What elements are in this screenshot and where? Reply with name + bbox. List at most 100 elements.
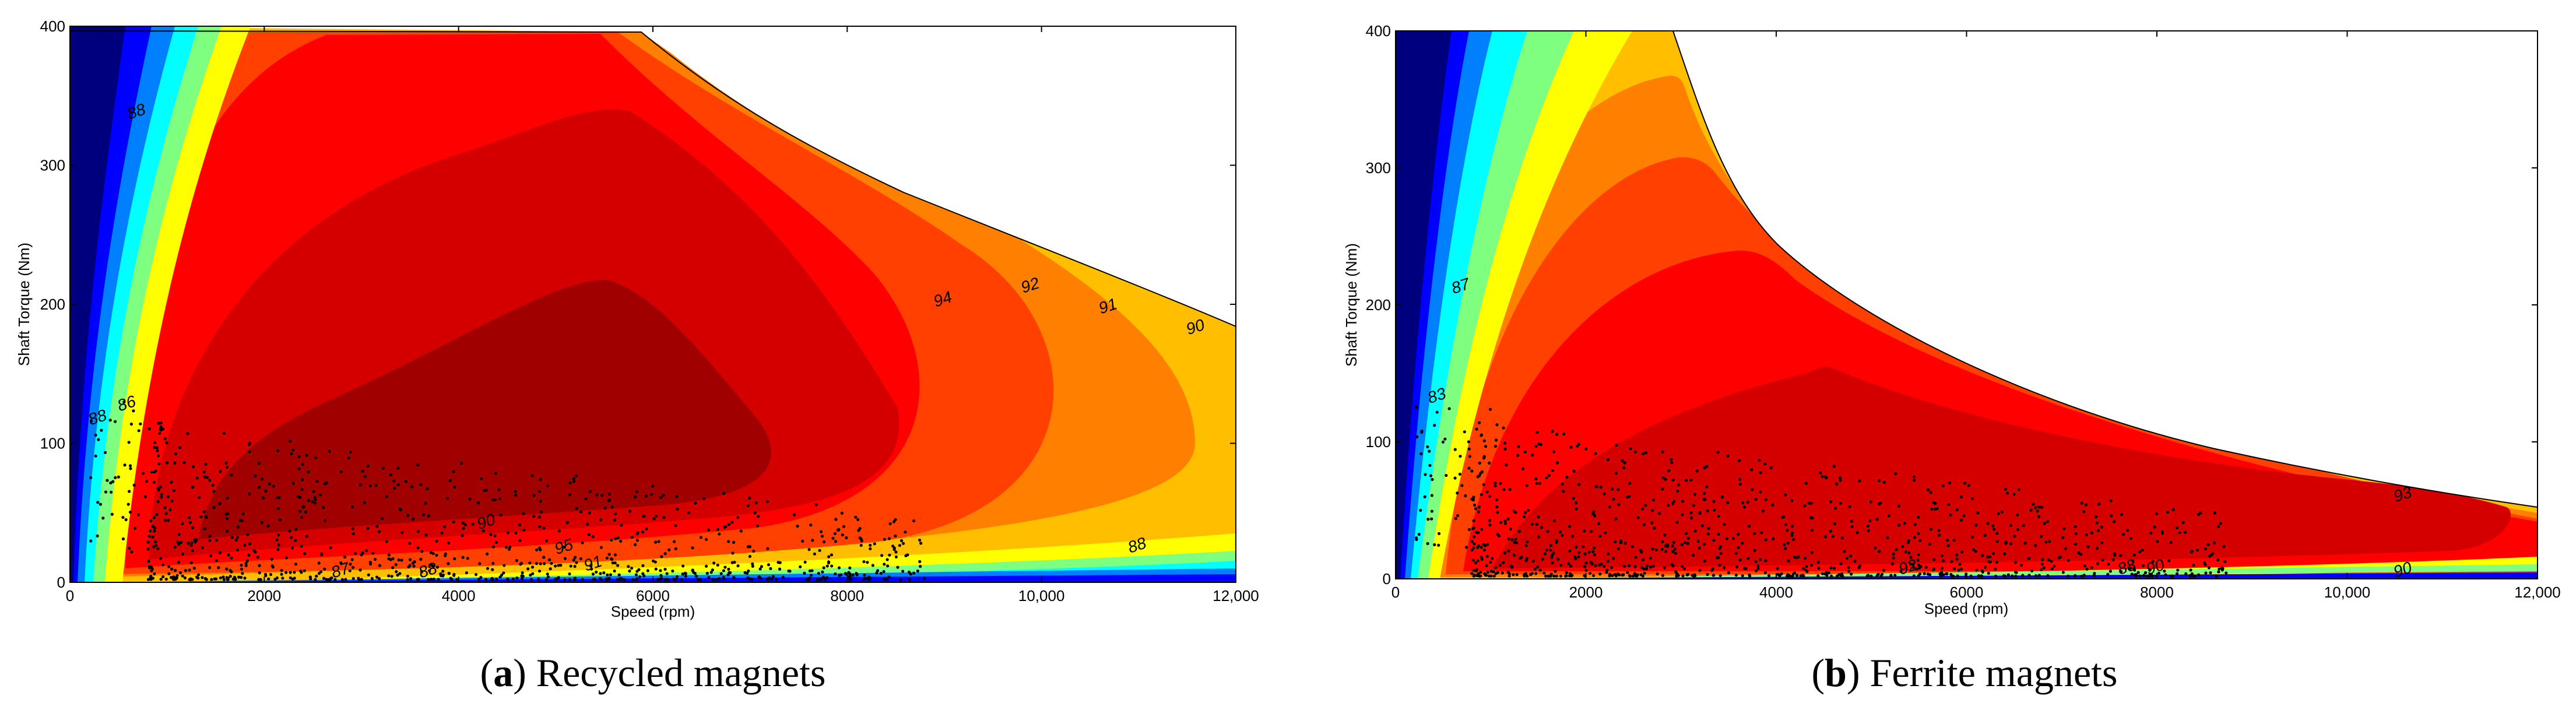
operating-point: [1787, 559, 1790, 563]
operating-point: [1997, 512, 2000, 515]
operating-point: [1850, 519, 1853, 523]
operating-point: [532, 494, 536, 497]
operating-point: [164, 518, 167, 522]
operating-point: [2004, 540, 2008, 544]
operating-point: [1617, 502, 1621, 507]
operating-point: [1685, 479, 1688, 482]
operating-point: [1556, 461, 1559, 465]
caption-text: Ferrite magnets: [1869, 651, 2118, 695]
operating-point: [641, 572, 645, 575]
operating-point: [515, 558, 518, 563]
operating-point: [173, 546, 177, 549]
operating-point: [159, 557, 163, 560]
operating-point: [754, 501, 758, 505]
operating-point: [563, 578, 567, 581]
operating-point: [1463, 430, 1466, 434]
operating-point: [153, 445, 156, 449]
operating-point: [1428, 449, 1431, 453]
operating-point: [856, 518, 860, 521]
operating-point: [572, 558, 575, 562]
operating-point: [813, 552, 817, 556]
torque-envelope-line: [70, 30, 1236, 327]
operating-point: [1986, 555, 1990, 558]
operating-point: [653, 560, 657, 564]
operating-point: [447, 571, 451, 575]
operating-point: [2209, 571, 2212, 575]
operating-point: [1959, 567, 1963, 571]
operating-point: [1614, 517, 1618, 521]
operating-point: [1689, 478, 1693, 481]
operating-point: [97, 438, 100, 441]
operating-point: [2183, 530, 2187, 534]
operating-point: [1521, 467, 1525, 470]
operating-point: [1994, 567, 1997, 571]
operating-point: [854, 515, 858, 519]
operating-point: [1621, 459, 1624, 463]
operating-point: [280, 572, 283, 576]
operating-point: [635, 532, 639, 536]
operating-point: [1790, 534, 1794, 537]
operating-point: [2017, 488, 2020, 491]
operating-point: [1555, 574, 1558, 578]
operating-point: [1634, 556, 1637, 559]
operating-point: [691, 546, 694, 550]
operating-point: [247, 553, 251, 557]
operating-point: [178, 571, 182, 575]
operating-point: [430, 563, 433, 567]
operating-point: [2074, 574, 2077, 578]
operating-point: [270, 557, 273, 561]
operating-point: [156, 547, 160, 550]
operating-point: [584, 497, 588, 501]
operating-point: [827, 560, 831, 564]
operating-point: [2166, 510, 2170, 514]
operating-point: [1665, 543, 1670, 547]
operating-point: [1839, 562, 1843, 565]
operating-point: [635, 570, 639, 573]
operating-point: [1488, 494, 1492, 498]
operating-point: [2074, 542, 2078, 546]
operating-point: [224, 461, 228, 465]
operating-point: [1661, 540, 1664, 543]
operating-point: [718, 532, 721, 536]
operating-point: [752, 549, 755, 553]
operating-point: [705, 571, 709, 575]
operating-point: [1594, 452, 1597, 455]
operating-point: [297, 455, 301, 458]
operating-point: [529, 573, 532, 577]
operating-point: [156, 487, 160, 490]
operating-point: [1692, 553, 1695, 557]
operating-point: [1763, 462, 1767, 466]
operating-point: [305, 535, 308, 538]
operating-point: [605, 556, 609, 560]
operating-point: [1531, 559, 1535, 563]
operating-point: [1868, 519, 1872, 522]
operating-point: [1441, 440, 1445, 444]
operating-point: [1683, 541, 1686, 544]
operating-point: [568, 572, 571, 576]
operating-point: [665, 572, 669, 575]
operating-point: [167, 565, 171, 568]
operating-point: [1833, 522, 1837, 526]
operating-point: [630, 535, 634, 539]
operating-point: [1537, 515, 1540, 519]
operating-point: [1642, 452, 1645, 455]
operating-point: [887, 537, 891, 540]
operating-point: [544, 578, 548, 581]
operating-point: [733, 560, 736, 564]
operating-point: [1776, 567, 1779, 570]
operating-point: [89, 476, 93, 479]
operating-point: [1628, 574, 1632, 578]
operating-point: [484, 488, 488, 492]
operating-point: [502, 564, 506, 567]
operating-point: [1988, 560, 1992, 564]
operating-point: [245, 559, 249, 563]
operating-point: [209, 554, 213, 557]
caption-text: Recycled magnets: [536, 651, 826, 695]
operating-point: [1503, 551, 1506, 555]
operating-point: [514, 531, 518, 535]
operating-point: [1643, 571, 1646, 575]
operating-point: [1467, 447, 1471, 451]
operating-point: [1843, 550, 1846, 553]
operating-point: [1738, 558, 1742, 562]
operating-point: [2132, 567, 2136, 570]
